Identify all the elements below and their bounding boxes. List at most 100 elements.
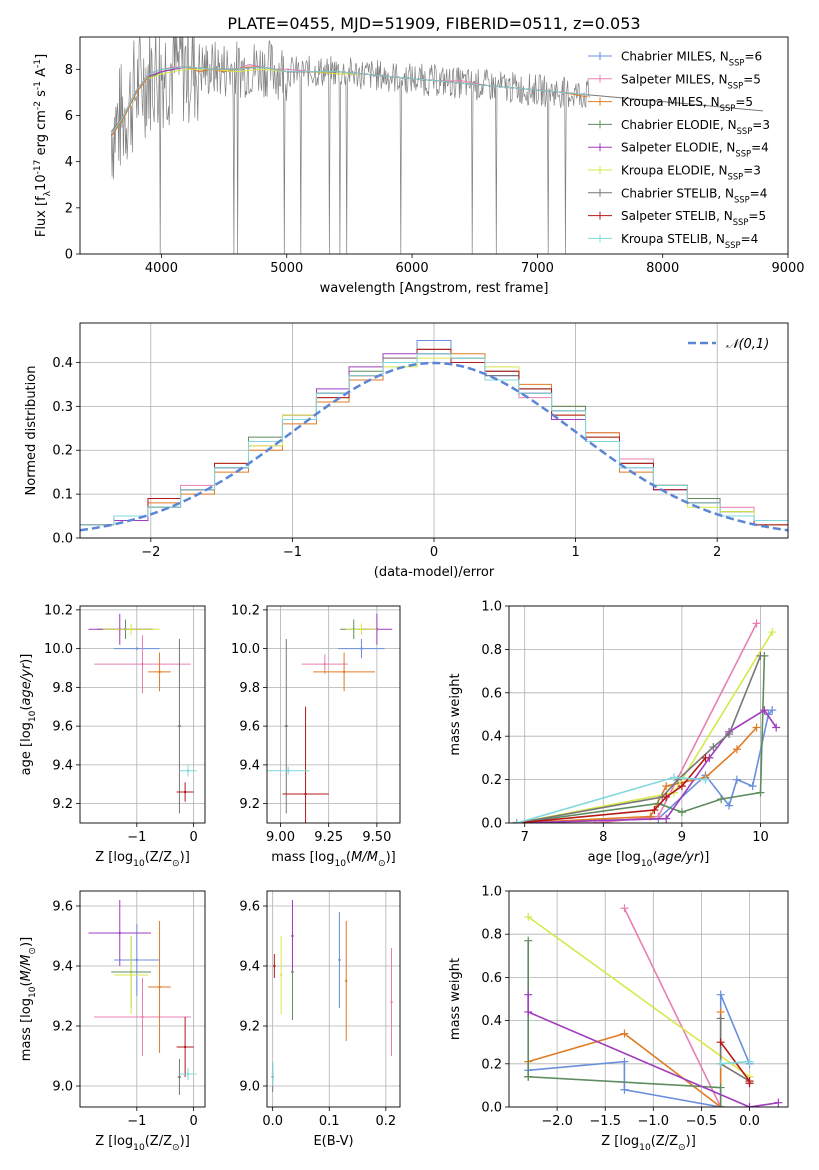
x-tick-label: 4000 <box>145 261 178 276</box>
legend-label: Salpeter ELODIE, NSSP=4 <box>621 141 769 159</box>
weight-line <box>516 709 777 823</box>
x-tick-label: −2.0 <box>541 1114 573 1129</box>
axes-frame <box>79 605 206 824</box>
data-point <box>135 647 139 650</box>
weight-line <box>527 994 779 1107</box>
weight-point <box>524 1007 533 1016</box>
y-tick-label: 0.0 <box>481 1101 502 1116</box>
x-axis-label: (data-model)/error <box>374 565 495 580</box>
data-point <box>342 670 346 674</box>
data-point <box>141 662 144 666</box>
axes-frame <box>266 605 401 824</box>
y-tick-label: 9.8 <box>52 681 73 696</box>
weight-point <box>716 1014 725 1023</box>
normal-curve <box>80 361 788 532</box>
y-tick-label: 10.2 <box>44 603 73 618</box>
weight-point <box>677 808 686 817</box>
y-tick-label: 9.4 <box>239 960 260 975</box>
data-point <box>323 662 327 666</box>
weight-point <box>524 990 533 999</box>
y-tick-label: 0.1 <box>52 488 73 503</box>
x-tick-label: 9.00 <box>266 830 295 845</box>
panel-age_vs_Z: −1 0 9.2 9.4 9.6 9.8 10.0 10.2 Z [log10(Z/Z⊙)] ag… <box>19 603 206 869</box>
data-point <box>271 1072 274 1076</box>
x-tick-label: 0 <box>189 1114 197 1129</box>
panel-spectrum: 4000 5000 6000 7000 8000 9000 0 2 4 6 8 wavelength … <box>33 36 805 296</box>
x-tick-label: −1.5 <box>589 1114 621 1129</box>
y-tick-label: 0.6 <box>481 971 502 986</box>
data-point <box>118 931 121 935</box>
y-axis-label: mass weight <box>448 673 463 755</box>
weight-point <box>756 651 765 660</box>
y-tick-label: 9.6 <box>52 900 73 915</box>
y-tick-label: 9.6 <box>52 720 73 735</box>
x-tick-label: 0 <box>189 830 197 845</box>
data-point <box>360 647 363 650</box>
y-tick-label: 0.4 <box>481 730 502 745</box>
panel-mass_weight_vs_age: 7 8 9 10 0.0 0.2 0.4 0.6 0.8 1.0 age [log10(age/yr… <box>448 600 789 869</box>
x-tick-label: 5000 <box>270 261 303 276</box>
x-tick-label: −1 <box>283 545 302 560</box>
plot-area <box>271 900 393 1092</box>
y-tick-label: 9.0 <box>239 1080 260 1095</box>
figure-title: PLATE=0455, MJD=51909, FIBERID=0511, z=0… <box>227 14 640 33</box>
weight-line <box>623 907 722 1107</box>
model-spectrum <box>110 66 588 135</box>
weight-line <box>516 623 758 823</box>
x-axis-label: age [log10(age/yr)] <box>588 850 710 869</box>
plot-area <box>512 619 781 823</box>
weight-point <box>701 775 710 784</box>
legend-label: Kroupa STELIB, NSSP=4 <box>621 232 758 250</box>
legend-label: Chabrier ELODIE, NSSP=3 <box>621 118 770 136</box>
legend-label: Salpeter STELIB, NSSP=5 <box>621 209 766 227</box>
plot-area <box>267 613 393 823</box>
data-point <box>129 628 133 631</box>
weight-point <box>748 782 757 791</box>
weight-line <box>516 655 762 823</box>
weight-point <box>524 912 533 921</box>
y-axis-label: Flux [fλ10-17 erg cm-2 s-1 A-1] <box>33 54 53 237</box>
weight-point <box>752 619 761 628</box>
panel-residual_histogram: 𝒩(0,1) −2 −1 0 1 2 0.0 0.1 0.2 0.3 0.4 (data-model)… <box>24 322 789 580</box>
y-tick-label: 8 <box>65 63 73 78</box>
data-point <box>291 934 294 938</box>
weight-point <box>717 795 726 804</box>
weight-line <box>720 1060 750 1065</box>
weight-point <box>725 730 734 739</box>
y-tick-label: 9.2 <box>52 1020 73 1035</box>
x-tick-label: 0.0 <box>262 1114 283 1129</box>
y-tick-label: 10.0 <box>44 642 73 657</box>
y-tick-label: 0.2 <box>481 773 502 788</box>
data-point <box>183 790 187 794</box>
axes-frame <box>266 890 401 1108</box>
weight-point <box>732 775 741 784</box>
weight-line <box>516 655 766 823</box>
x-tick-label: 9 <box>678 830 686 845</box>
x-tick-label: 9.25 <box>314 830 343 845</box>
y-tick-label: 9.6 <box>239 900 260 915</box>
y-tick-label: 0 <box>65 248 73 263</box>
y-axis-label: age [log10(age/yr)] <box>19 654 38 776</box>
weight-point <box>716 1038 725 1047</box>
x-axis-label: mass [log10(M/M⊙)] <box>271 850 395 869</box>
legend-label: Kroupa ELODIE, NSSP=3 <box>621 164 761 182</box>
x-tick-label: 0.2 <box>376 1114 397 1129</box>
weight-point <box>701 753 710 762</box>
data-point <box>183 1045 187 1049</box>
y-tick-label: 0.0 <box>481 817 502 832</box>
weight-point <box>670 773 679 782</box>
legend-label: Kroupa MILES, NSSP=5 <box>621 95 753 113</box>
y-tick-label: 1.0 <box>481 885 502 900</box>
legend-label: Chabrier MILES, NSSP=6 <box>621 50 762 68</box>
x-tick-label: −0.5 <box>686 1114 718 1129</box>
x-tick-label: 8 <box>599 830 607 845</box>
data-point <box>390 1000 393 1004</box>
axes-frame <box>508 890 789 1108</box>
x-tick-label: −2 <box>141 545 160 560</box>
y-tick-label: 9.2 <box>239 1020 260 1035</box>
axes-frame <box>508 605 789 824</box>
x-tick-label: 2 <box>713 545 721 560</box>
data-point <box>135 958 139 962</box>
panel-age_vs_mass: 9.00 9.25 9.50 9.2 9.4 9.6 9.8 10.0 10.2 mass [lo… <box>231 603 401 869</box>
y-tick-label: 0.0 <box>52 532 73 547</box>
